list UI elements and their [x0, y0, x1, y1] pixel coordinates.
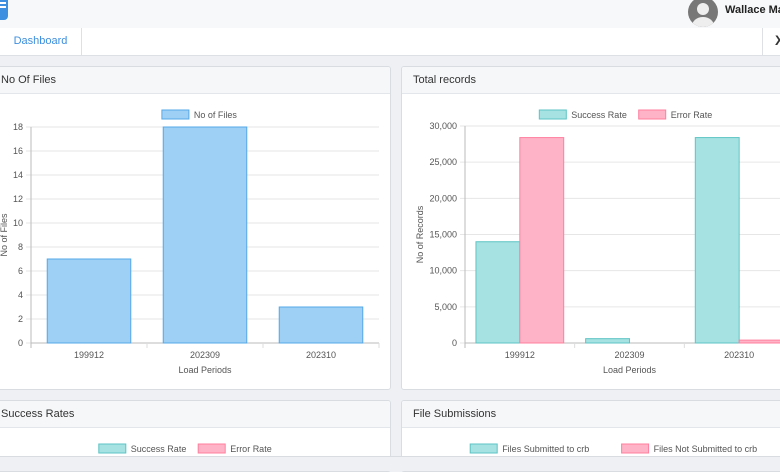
- bar: [519, 137, 565, 344]
- top-navbar: Wallace Mac: [0, 0, 780, 28]
- y-tick-label: 30,000: [429, 121, 457, 131]
- legend-swatch: [197, 443, 226, 454]
- legend-swatch: [98, 443, 127, 454]
- panel-title: Total records: [402, 67, 780, 94]
- legend-swatch: [538, 109, 567, 120]
- y-tick-label: 18: [13, 122, 23, 132]
- x-tick-label: 202310: [724, 350, 754, 360]
- x-tick-label: 202309: [614, 350, 644, 360]
- y-tick-label: 0: [452, 338, 457, 348]
- panel-title: No Of Files: [0, 67, 390, 94]
- legend-swatch: [638, 109, 667, 120]
- x-tick-label: 202309: [190, 350, 220, 360]
- user-name[interactable]: Wallace Mac: [725, 4, 780, 16]
- y-tick-label: 15,000: [429, 230, 457, 240]
- legend-label: Success Rate: [131, 444, 187, 454]
- legend-label: Success Rate: [571, 110, 627, 120]
- y-tick-label: 14: [13, 170, 23, 180]
- y-tick-label: 10,000: [429, 266, 457, 276]
- legend-label: Files Submitted to crb: [502, 444, 589, 454]
- legend-label: Files Not Submitted to crb: [654, 444, 758, 454]
- menu-icon[interactable]: [0, 0, 8, 20]
- legend-swatch: [469, 443, 498, 454]
- no-of-files-chart: 0 2 4 6 8 10 12 14 16 18 199912 202309 202310 Load Pe…: [0, 109, 380, 375]
- x-tick-label: 199912: [505, 350, 535, 360]
- x-axis-title: Load Periods: [178, 365, 232, 375]
- legend-swatch: [161, 109, 190, 120]
- total-records-panel: Total records 0 5,000 10,000 15,000 20,000 25…: [401, 66, 780, 390]
- legend-swatch: [621, 443, 650, 454]
- y-axis-title: No of Records: [415, 205, 425, 263]
- tab-dashboard[interactable]: Dashboard: [0, 28, 82, 55]
- x-axis-title: Load Periods: [603, 365, 657, 375]
- y-axis-title: No of Files: [0, 213, 9, 257]
- tab-close-button[interactable]: X: [762, 28, 780, 55]
- y-tick-label: 20,000: [429, 193, 457, 203]
- page-bottom-edge: [0, 456, 780, 471]
- legend-label: Error Rate: [671, 110, 713, 120]
- bar: [46, 258, 132, 344]
- y-tick-label: 2: [18, 314, 23, 324]
- y-tick-label: 5,000: [434, 302, 457, 312]
- bar: [475, 241, 521, 344]
- bar: [162, 126, 248, 344]
- y-tick-label: 6: [18, 266, 23, 276]
- bar: [738, 339, 780, 344]
- panel-title: Success Rates: [0, 401, 390, 428]
- bar: [585, 338, 630, 344]
- tab-bar: Dashboard X: [0, 28, 780, 56]
- x-tick-label: 199912: [74, 350, 104, 360]
- y-tick-label: 16: [13, 146, 23, 156]
- x-tick-label: 202310: [306, 350, 336, 360]
- panel-title: File Submissions: [402, 401, 780, 428]
- legend-label: Error Rate: [230, 444, 272, 454]
- y-tick-label: 4: [18, 290, 23, 300]
- y-tick-label: 0: [18, 338, 23, 348]
- y-tick-label: 10: [13, 218, 23, 228]
- y-tick-label: 25,000: [429, 157, 457, 167]
- y-tick-label: 8: [18, 242, 23, 252]
- y-tick-label: 12: [13, 194, 23, 204]
- no-of-files-panel: No Of Files 0 2 4 6 8 10 12 14 16 18 199912 202309 2…: [0, 66, 391, 390]
- bar: [694, 137, 740, 344]
- file-submissions-chart: Files Submitted to crb Files Not Submitte…: [469, 443, 758, 454]
- legend-label: No of Files: [194, 110, 238, 120]
- close-icon[interactable]: X: [775, 32, 780, 48]
- user-avatar-icon[interactable]: [688, 0, 718, 27]
- success-rates-chart: Success Rate Error Rate: [98, 443, 272, 454]
- bar: [278, 306, 364, 344]
- total-records-chart: 0 5,000 10,000 15,000 20,000 25,000 30,000 1999…: [415, 109, 780, 375]
